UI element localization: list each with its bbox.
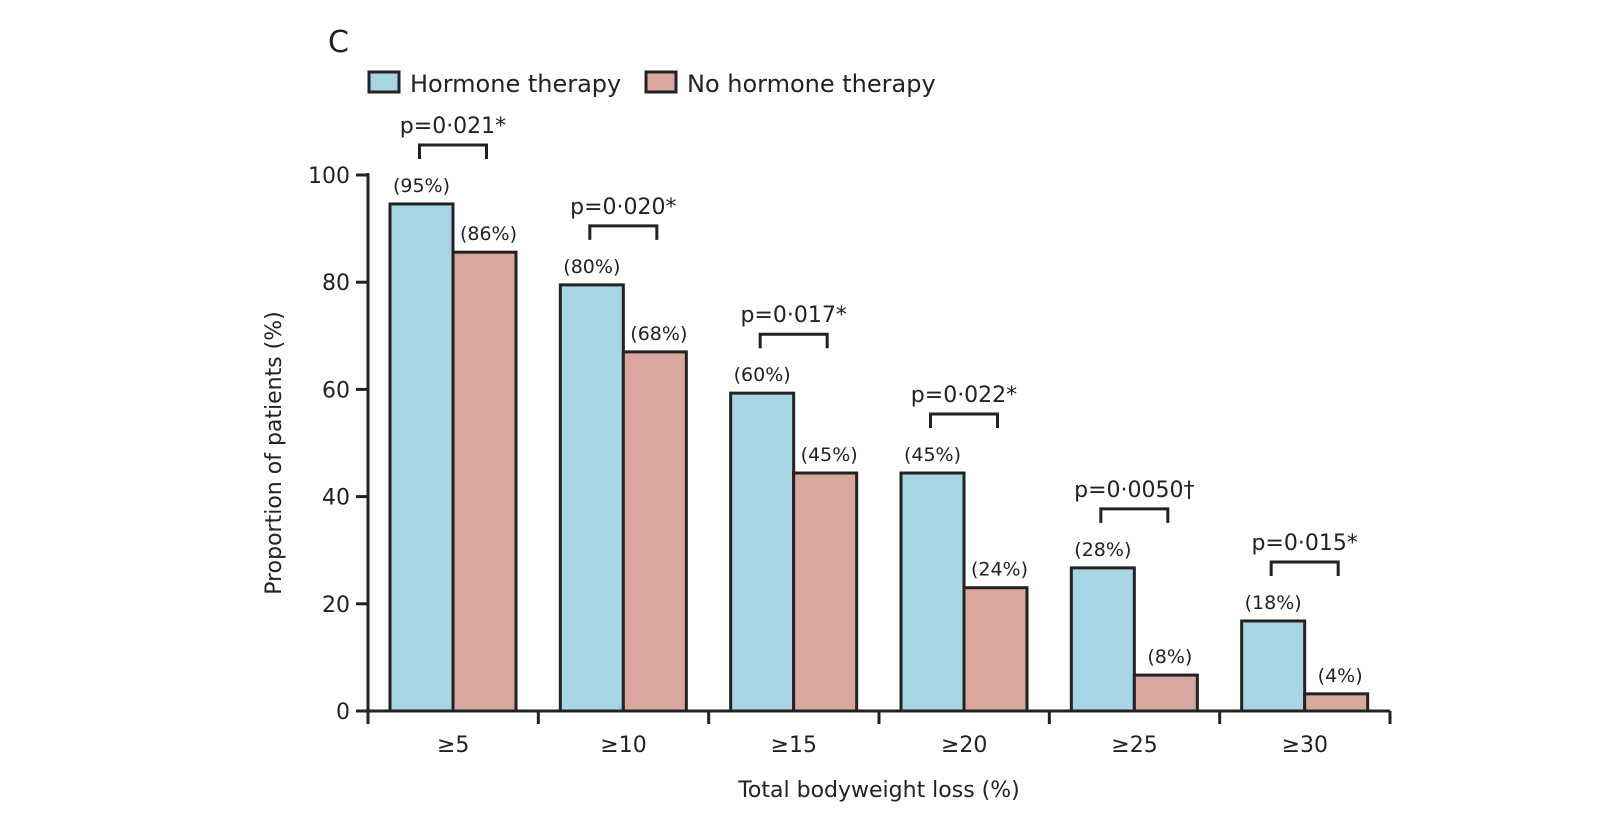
data-label: (45%) (904, 444, 961, 466)
x-tick-label: ≥15 (771, 733, 817, 758)
data-label: (60%) (734, 364, 791, 386)
bar-no-hormone (962, 586, 1029, 713)
data-label: (80%) (563, 256, 620, 278)
data-label: (95%) (393, 175, 450, 197)
data-label: (45%) (801, 444, 858, 466)
bar-hormone (899, 471, 966, 713)
bar-no-hormone (792, 471, 859, 713)
p-value-label: p=0·015* (1251, 531, 1357, 556)
x-tick-label: ≥10 (600, 733, 646, 758)
legend: Hormone therapy No hormone therapy (367, 70, 936, 98)
data-label: (18%) (1245, 592, 1302, 614)
bar-hormone (1240, 619, 1307, 713)
bar-no-hormone (1132, 673, 1199, 713)
x-tick-label: ≥30 (1282, 733, 1328, 758)
data-label: (8%) (1147, 646, 1192, 668)
bar-no-hormone (621, 350, 688, 713)
x-tick-label: ≥5 (437, 733, 469, 758)
y-tick-label: 60 (322, 378, 350, 403)
data-label: (86%) (460, 223, 517, 245)
data-label: (4%) (1318, 665, 1363, 687)
significance-bracket (1269, 560, 1340, 576)
significance-bracket (588, 224, 659, 240)
legend-swatch-no-hormone (644, 70, 678, 94)
legend-label-no-hormone: No hormone therapy (687, 70, 936, 98)
significance-bracket (418, 143, 488, 159)
significance-bracket (758, 332, 829, 349)
p-value-label: p=0·021* (400, 114, 506, 139)
data-label: (24%) (971, 559, 1028, 581)
legend-swatch-hormone (367, 70, 401, 94)
bar-hormone (1069, 566, 1136, 713)
p-value-label: p=0·022* (911, 383, 1017, 408)
bar-no-hormone (1303, 692, 1370, 713)
y-tick-label: 40 (322, 486, 350, 511)
y-tick-label: 80 (322, 271, 350, 296)
y-axis-label: Proportion of patients (%) (262, 311, 287, 595)
data-label: (68%) (630, 323, 687, 345)
legend-label-hormone: Hormone therapy (410, 70, 621, 98)
x-axis-label: Total bodyweight loss (%) (737, 778, 1020, 803)
data-label: (28%) (1074, 539, 1131, 561)
y-tick-label: 20 (322, 593, 350, 618)
p-value-label: p=0·017* (740, 303, 846, 328)
bar-hormone (729, 391, 796, 713)
y-tick-label: 0 (336, 700, 350, 725)
bar-hormone (388, 202, 455, 713)
significance-bracket (929, 412, 999, 429)
bar-hormone (558, 283, 625, 713)
p-value-label: p=0·0050† (1074, 478, 1194, 503)
bar-no-hormone (451, 250, 518, 713)
x-tick-label: ≥25 (1111, 733, 1157, 758)
panel-label: C (328, 25, 349, 60)
p-value-label: p=0·020* (570, 195, 676, 220)
significance-bracket (1099, 507, 1170, 523)
x-tick-label: ≥20 (941, 733, 987, 758)
y-tick-label: 100 (308, 164, 350, 189)
